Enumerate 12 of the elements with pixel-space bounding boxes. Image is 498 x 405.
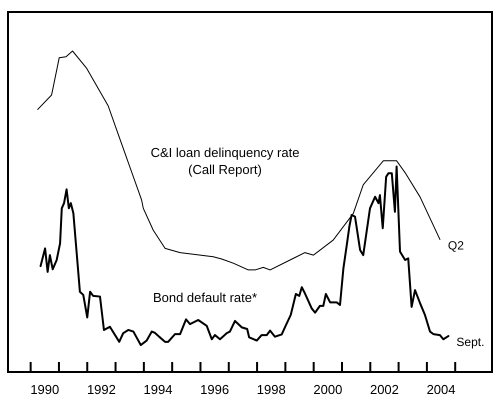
x-tick-label: 1994 — [144, 382, 172, 397]
x-tick-label: 2002 — [370, 382, 399, 397]
x-tick-label: 1992 — [86, 382, 116, 397]
x-tick-label: 1998 — [256, 382, 286, 397]
annotation: Sept. — [456, 335, 484, 350]
annotation: Q2 — [448, 238, 464, 252]
x-tick-label: 2004 — [426, 382, 456, 397]
series-label: Bond default rate* — [152, 290, 258, 305]
x-tick-label: 1990 — [30, 382, 60, 397]
x-tick-label: 1996 — [200, 382, 230, 397]
series-label: C&I loan delinquency rate (Call Report) — [150, 145, 300, 177]
x-tick-label: 2000 — [313, 382, 342, 397]
